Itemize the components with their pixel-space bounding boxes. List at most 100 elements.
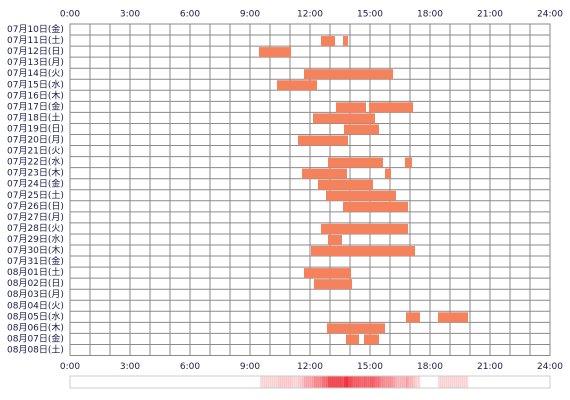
x-tick-label-bottom: 0:00 bbox=[60, 362, 80, 372]
heat-cell bbox=[302, 376, 305, 388]
row-label: 07月30日(木) bbox=[7, 244, 64, 256]
row-label: 08月01日(土) bbox=[7, 266, 64, 278]
heat-cell bbox=[284, 376, 287, 388]
heat-cell bbox=[280, 376, 283, 388]
heat-cell bbox=[442, 376, 445, 388]
bar bbox=[328, 234, 342, 245]
heat-cell bbox=[310, 376, 313, 388]
heat-cell bbox=[346, 376, 349, 388]
heat-cell bbox=[464, 376, 467, 388]
row-label: 08月04日(火) bbox=[7, 300, 64, 311]
heat-cell bbox=[266, 376, 269, 388]
heat-cell bbox=[394, 376, 397, 388]
heat-cell bbox=[350, 376, 353, 388]
row-label: 07月31日(金) bbox=[7, 255, 64, 267]
x-tick-label-top: 21:00 bbox=[477, 10, 503, 20]
row-label: 08月05日(水) bbox=[7, 310, 64, 322]
bar bbox=[298, 135, 348, 146]
heat-cell bbox=[298, 376, 301, 388]
heat-cell bbox=[466, 376, 469, 388]
bar bbox=[346, 334, 359, 345]
row-label: 07月17日(金) bbox=[7, 100, 64, 112]
heat-cell bbox=[462, 376, 465, 388]
bar bbox=[304, 69, 393, 80]
heat-cell bbox=[314, 376, 317, 388]
heat-cell bbox=[398, 376, 401, 388]
row-label: 07月12日(日) bbox=[7, 46, 64, 57]
x-tick-label-bottom: 9:00 bbox=[240, 362, 260, 372]
heat-cell bbox=[404, 376, 407, 388]
heat-cell bbox=[330, 376, 333, 388]
bar bbox=[313, 113, 375, 124]
heat-cell bbox=[410, 376, 413, 388]
x-tick-label-bottom: 18:00 bbox=[417, 362, 443, 372]
bar bbox=[314, 279, 352, 290]
heat-cell bbox=[358, 376, 361, 388]
bar bbox=[405, 157, 412, 168]
x-tick-label-bottom: 3:00 bbox=[120, 362, 140, 372]
heat-cell bbox=[384, 376, 387, 388]
bar bbox=[327, 323, 385, 334]
heat-cell bbox=[396, 376, 399, 388]
heat-cell bbox=[340, 376, 343, 388]
heat-cell bbox=[336, 376, 339, 388]
bar bbox=[277, 80, 317, 91]
row-label: 07月21日(火) bbox=[7, 146, 64, 157]
bar bbox=[304, 268, 351, 279]
heat-cell bbox=[352, 376, 355, 388]
heat-cell bbox=[344, 376, 347, 388]
heat-cell bbox=[304, 376, 307, 388]
heat-cell bbox=[414, 376, 417, 388]
heat-cell bbox=[448, 376, 451, 388]
heat-cell bbox=[320, 376, 323, 388]
heat-cell bbox=[308, 376, 311, 388]
heat-cell bbox=[292, 376, 295, 388]
row-label: 07月16日(木) bbox=[7, 89, 64, 101]
bar bbox=[318, 179, 373, 190]
bar bbox=[336, 102, 366, 113]
row-label: 07月28日(火) bbox=[7, 223, 64, 234]
bar bbox=[369, 102, 413, 113]
x-tick-label-top: 18:00 bbox=[417, 10, 443, 20]
row-label: 07月18日(土) bbox=[7, 111, 64, 123]
heat-cell bbox=[412, 376, 415, 388]
heat-cell bbox=[318, 376, 321, 388]
heat-cell bbox=[368, 376, 371, 388]
heat-cell bbox=[376, 376, 379, 388]
bar bbox=[343, 201, 408, 212]
x-tick-label-top: 15:00 bbox=[357, 10, 383, 20]
heat-cell bbox=[274, 376, 277, 388]
row-label: 07月10日(金) bbox=[7, 23, 64, 35]
x-tick-label-top: 6:00 bbox=[180, 10, 200, 20]
heat-cell bbox=[444, 376, 447, 388]
heat-cell bbox=[452, 376, 455, 388]
x-tick-label-bottom: 6:00 bbox=[180, 362, 200, 372]
row-label: 07月25日(土) bbox=[7, 189, 64, 201]
heat-cell bbox=[262, 376, 265, 388]
row-label: 07月24日(金) bbox=[7, 178, 64, 190]
heat-cell bbox=[332, 376, 335, 388]
heat-cell bbox=[326, 376, 329, 388]
bar bbox=[321, 223, 408, 234]
bar bbox=[344, 124, 379, 135]
heat-cell bbox=[364, 376, 367, 388]
heat-cell bbox=[380, 376, 383, 388]
heat-cell bbox=[342, 376, 345, 388]
row-label: 07月23日(木) bbox=[7, 167, 64, 179]
heat-cell bbox=[334, 376, 337, 388]
heat-cell bbox=[306, 376, 309, 388]
row-label: 08月08日(土) bbox=[7, 343, 64, 355]
x-tick-label-bottom: 21:00 bbox=[477, 362, 503, 372]
heat-cell bbox=[312, 376, 315, 388]
heat-cell bbox=[324, 376, 327, 388]
x-tick-label-bottom: 15:00 bbox=[357, 362, 383, 372]
bar bbox=[343, 36, 348, 47]
heat-cell bbox=[382, 376, 385, 388]
heat-cell bbox=[296, 376, 299, 388]
heat-cell bbox=[272, 376, 275, 388]
bar bbox=[302, 168, 347, 179]
heat-cell bbox=[406, 376, 409, 388]
density-strip bbox=[69, 375, 551, 389]
heat-cell bbox=[268, 376, 271, 388]
